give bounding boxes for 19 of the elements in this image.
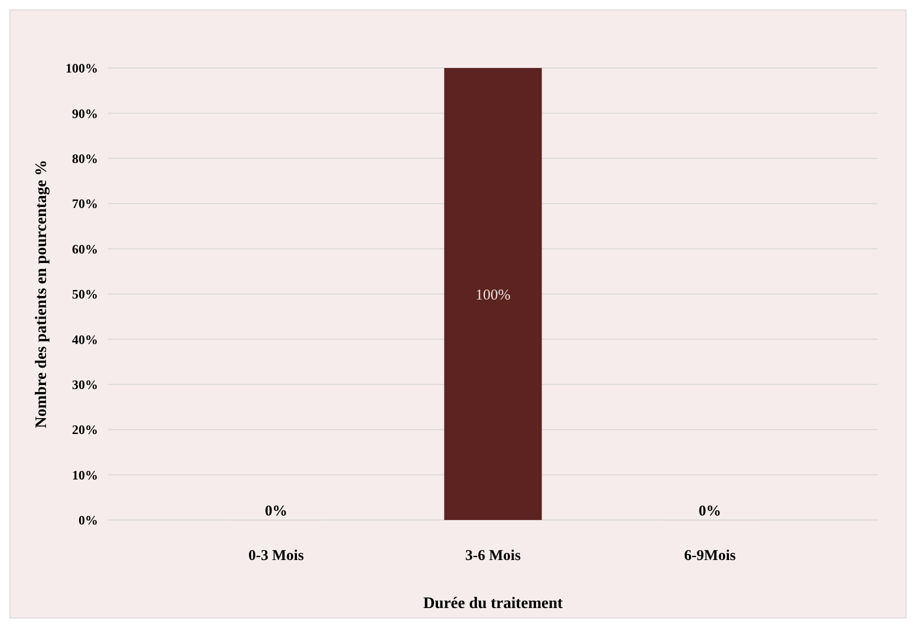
data-label: 100% <box>476 287 510 304</box>
data-label: 0% <box>264 503 288 520</box>
y-tick-label: 80% <box>72 150 98 166</box>
y-axis-title: Nombre des patients en pourcentage % <box>33 160 50 428</box>
y-tick-label: 0% <box>78 512 98 528</box>
x-tick-label: 0-3 Mois <box>248 548 304 564</box>
data-label: 0% <box>698 503 722 520</box>
y-tick-label: 90% <box>72 106 98 121</box>
y-tick-label: 40% <box>72 332 98 347</box>
y-tick-label: 30% <box>72 376 98 392</box>
y-tick-label: 70% <box>72 196 98 212</box>
y-tick-label: 100% <box>66 60 98 76</box>
x-tick-label: 3-6 Mois <box>465 548 521 564</box>
y-tick-label: 20% <box>72 422 98 438</box>
y-tick-label: 10% <box>72 467 98 482</box>
x-axis-title: Durée du traitement <box>423 595 564 612</box>
y-tick-label: 60% <box>72 241 98 256</box>
x-tick-label: 6-9Mois <box>684 548 736 564</box>
y-tick-label: 50% <box>72 286 98 302</box>
